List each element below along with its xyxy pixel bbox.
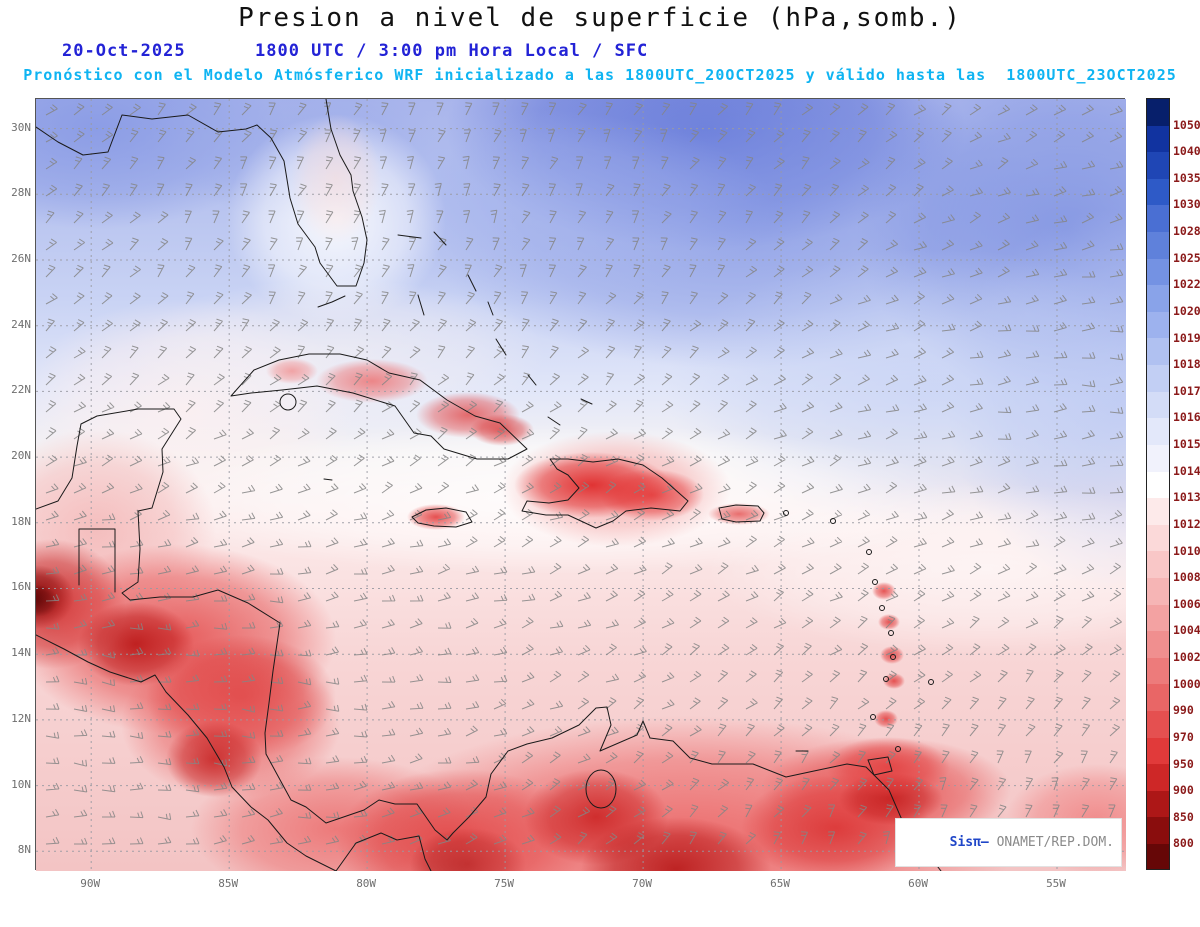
colorbar-segment xyxy=(1147,844,1169,869)
colorbar-tick-label: 1008 xyxy=(1173,570,1200,585)
colorbar-segment xyxy=(1147,604,1169,632)
lat-tick-label: 20N xyxy=(11,449,31,463)
page-title: Presion a nivel de superficie (hPa,somb.… xyxy=(238,3,962,33)
colorbar-segment xyxy=(1147,444,1169,472)
colorbar-segment xyxy=(1147,471,1169,499)
colorbar xyxy=(1146,98,1170,870)
colorbar-segment xyxy=(1147,764,1169,791)
colorbar-tick-label: 850 xyxy=(1173,809,1194,824)
pressure-field-canvas xyxy=(36,99,1126,871)
colorbar-tick-label: 1022 xyxy=(1173,277,1200,292)
colorbar-segment xyxy=(1147,365,1169,392)
colorbar-tick-label: 1004 xyxy=(1173,623,1200,638)
colorbar-tick-label: 1013 xyxy=(1173,490,1200,505)
colorbar-tick-label: 900 xyxy=(1173,783,1194,798)
lat-tick-label: 16N xyxy=(11,580,31,594)
colorbar-tick-label: 970 xyxy=(1173,729,1194,744)
colorbar-segment xyxy=(1147,391,1169,419)
lat-tick-label: 14N xyxy=(11,646,31,660)
colorbar-segment xyxy=(1147,551,1169,578)
lat-tick-label: 30N xyxy=(11,120,31,134)
colorbar-tick-label: 1050 xyxy=(1173,117,1200,132)
colorbar-segment xyxy=(1147,232,1169,259)
watermark-brand: Sisπ– xyxy=(949,835,997,850)
forecast-line: Pronóstico con el Modelo Atmósferico WRF… xyxy=(23,66,1177,84)
run-time: 1800 UTC / 3:00 pm Hora Local / SFC xyxy=(255,41,649,61)
lon-tick-label: 80W xyxy=(356,877,377,890)
colorbar-tick-label: 1014 xyxy=(1173,463,1200,478)
colorbar-tick-label: 1040 xyxy=(1173,144,1200,159)
colorbar-tick-label: 1020 xyxy=(1173,303,1200,318)
lat-tick-label: 26N xyxy=(11,251,31,265)
colorbar-segment xyxy=(1147,258,1169,286)
lat-tick-label: 22N xyxy=(11,383,31,397)
colorbar-segment xyxy=(1147,790,1169,818)
colorbar-segment xyxy=(1147,817,1169,845)
colorbar-tick-label: 1018 xyxy=(1173,357,1200,372)
colorbar-segment xyxy=(1147,684,1169,712)
colorbar-tick-label: 800 xyxy=(1173,836,1194,851)
colorbar-segment xyxy=(1147,631,1169,658)
colorbar-tick-label: 990 xyxy=(1173,703,1194,718)
lat-tick-label: 24N xyxy=(11,317,31,331)
watermark-org: ONAMET/REP.DOM. xyxy=(996,835,1114,850)
colorbar-tick-label: 1035 xyxy=(1173,170,1200,185)
lat-tick-label: 18N xyxy=(11,514,31,528)
colorbar-segment xyxy=(1147,577,1169,605)
colorbar-segment xyxy=(1147,657,1169,685)
lat-tick-label: 8N xyxy=(17,843,31,857)
colorbar-tick-label: 950 xyxy=(1173,756,1194,771)
colorbar-segment xyxy=(1147,99,1169,126)
lat-tick-label: 12N xyxy=(11,711,31,725)
colorbar-segment xyxy=(1147,418,1169,445)
colorbar-segment xyxy=(1147,152,1169,179)
run-date: 20-Oct-2025 xyxy=(62,41,186,61)
colorbar-segment xyxy=(1147,338,1169,366)
colorbar-segment xyxy=(1147,737,1169,765)
colorbar-segment xyxy=(1147,311,1169,339)
colorbar-tick-label: 1012 xyxy=(1173,516,1200,531)
lat-tick-label: 28N xyxy=(11,186,31,200)
colorbar-tick-label: 1006 xyxy=(1173,596,1200,611)
lon-tick-label: 75W xyxy=(494,877,515,890)
lat-tick-label: 10N xyxy=(11,777,31,791)
colorbar-segment xyxy=(1147,205,1169,233)
lon-tick-label: 90W xyxy=(80,877,101,890)
colorbar-tick-label: 1028 xyxy=(1173,224,1200,239)
colorbar-segment xyxy=(1147,125,1169,153)
lon-tick-label: 60W xyxy=(908,877,928,890)
watermark: Sisπ– ONAMET/REP.DOM. xyxy=(894,818,1122,867)
colorbar-tick-label: 1015 xyxy=(1173,437,1200,452)
colorbar-segment xyxy=(1147,711,1169,738)
colorbar-tick-label: 1010 xyxy=(1173,543,1200,558)
lon-tick-label: 55W xyxy=(1046,877,1066,890)
lon-tick-label: 70W xyxy=(632,877,653,890)
colorbar-tick-label: 1000 xyxy=(1173,676,1200,691)
colorbar-segment xyxy=(1147,178,1169,206)
colorbar-tick-label: 1019 xyxy=(1173,330,1200,345)
pressure-map: Sisπ– ONAMET/REP.DOM. xyxy=(35,98,1126,871)
colorbar-tick-label: 1025 xyxy=(1173,250,1200,265)
colorbar-segment xyxy=(1147,524,1169,552)
colorbar-tick-label: 1017 xyxy=(1173,383,1200,398)
lon-tick-label: 85W xyxy=(218,877,239,890)
lon-tick-label: 65W xyxy=(770,877,790,890)
colorbar-tick-label: 1030 xyxy=(1173,197,1200,212)
colorbar-tick-label: 1002 xyxy=(1173,650,1200,665)
colorbar-tick-label: 1016 xyxy=(1173,410,1200,425)
colorbar-segment xyxy=(1147,498,1169,525)
colorbar-segment xyxy=(1147,285,1169,312)
